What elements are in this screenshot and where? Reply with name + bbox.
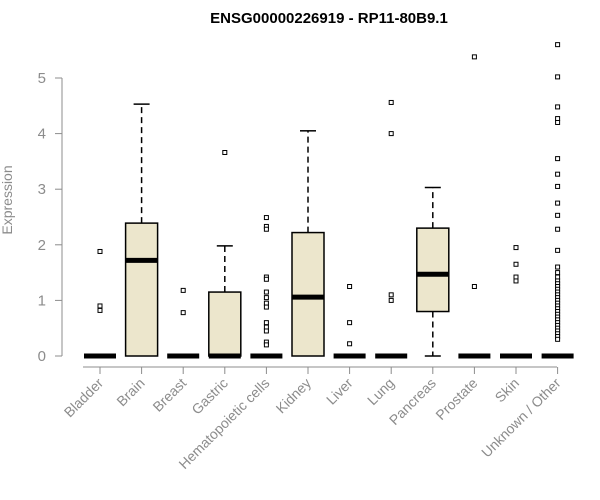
outlier-point [97, 248, 103, 254]
outlier-point [555, 336, 561, 342]
box-liver [333, 284, 366, 359]
outlier-point [347, 320, 353, 326]
box-lung [375, 99, 408, 359]
box-brain [124, 103, 159, 357]
outlier-point [180, 310, 186, 316]
outlier-point [97, 303, 103, 309]
box-kidney [291, 130, 325, 357]
x-tick-label: Breast [149, 375, 189, 415]
y-tick-label: 5 [38, 70, 46, 87]
outlier-point [555, 171, 561, 177]
box-body [208, 291, 242, 357]
outlier-point [263, 276, 269, 282]
outlier-point [263, 215, 269, 221]
outlier-point [513, 245, 519, 251]
y-tick-label: 2 [38, 237, 46, 254]
box-gastric [208, 150, 242, 359]
x-tick-label: Prostate [432, 375, 480, 423]
x-tick-label: Liver [323, 375, 356, 408]
outlier-point [555, 156, 561, 162]
box-bladder [84, 248, 116, 359]
outlier-point [180, 287, 186, 293]
outlier-point [471, 284, 477, 289]
outlier-point [555, 270, 561, 276]
outlier-point [388, 131, 394, 137]
outlier-point [388, 99, 394, 105]
outlier-point [263, 226, 269, 232]
chart-title: ENSG00000226919 - RP11-80B9.1 [210, 10, 448, 27]
box-unknown-other [541, 42, 574, 359]
y-tick-label: 4 [38, 126, 46, 143]
outlier-point [471, 54, 477, 60]
x-tick-label: Brain [113, 375, 147, 409]
outlier-point [263, 342, 269, 348]
outlier-point [347, 341, 353, 347]
x-tick-label: Lung [364, 375, 397, 408]
outlier-point [388, 297, 394, 303]
box-series [84, 42, 574, 359]
box-breast [167, 287, 200, 359]
outlier-point [555, 74, 561, 80]
x-tick-label: Kidney [273, 375, 315, 417]
x-tick-label: Bladder [61, 375, 107, 421]
outlier-point [263, 295, 269, 301]
outlier-point [263, 328, 269, 334]
outlier-point [555, 104, 561, 110]
y-tick-label: 1 [38, 292, 46, 309]
outlier-point [555, 200, 561, 206]
outlier-point [263, 304, 269, 310]
outlier-point [263, 320, 269, 326]
x-tick-label: Unknown / Other [478, 375, 564, 461]
box-pancreas [416, 186, 450, 357]
x-tick-label: Skin [492, 375, 523, 406]
box-prostate [458, 54, 491, 359]
outlier-point [347, 284, 353, 289]
outlier-point [555, 42, 561, 48]
outlier-point [555, 183, 561, 189]
outlier-point [555, 119, 561, 125]
y-tick-label: 0 [38, 348, 46, 365]
outlier-point [222, 150, 228, 156]
outlier-point [555, 226, 561, 232]
box-skin [500, 245, 532, 359]
box-hematopoietic-cells [250, 215, 283, 359]
outlier-point [513, 278, 519, 284]
outlier-point [513, 261, 519, 267]
outlier-point [97, 307, 103, 313]
y-ticks: 0 1 2 3 4 5 [38, 70, 62, 365]
y-axis-label: Expression [0, 165, 15, 234]
outlier-point [555, 264, 561, 270]
outlier-point [555, 212, 561, 218]
y-tick-label: 3 [38, 181, 46, 198]
box-body [416, 227, 450, 313]
outlier-point [263, 289, 269, 295]
outlier-point [555, 247, 561, 253]
box-body [124, 222, 159, 357]
outlier-point [388, 292, 394, 298]
box-body [291, 231, 325, 357]
